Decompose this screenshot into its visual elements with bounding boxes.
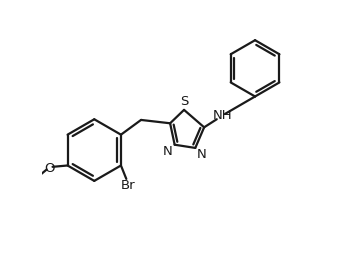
Text: NH: NH bbox=[213, 109, 233, 122]
Text: N: N bbox=[163, 145, 173, 158]
Text: N: N bbox=[196, 148, 206, 161]
Text: S: S bbox=[180, 95, 188, 108]
Text: O: O bbox=[44, 162, 55, 175]
Text: Br: Br bbox=[120, 179, 135, 192]
